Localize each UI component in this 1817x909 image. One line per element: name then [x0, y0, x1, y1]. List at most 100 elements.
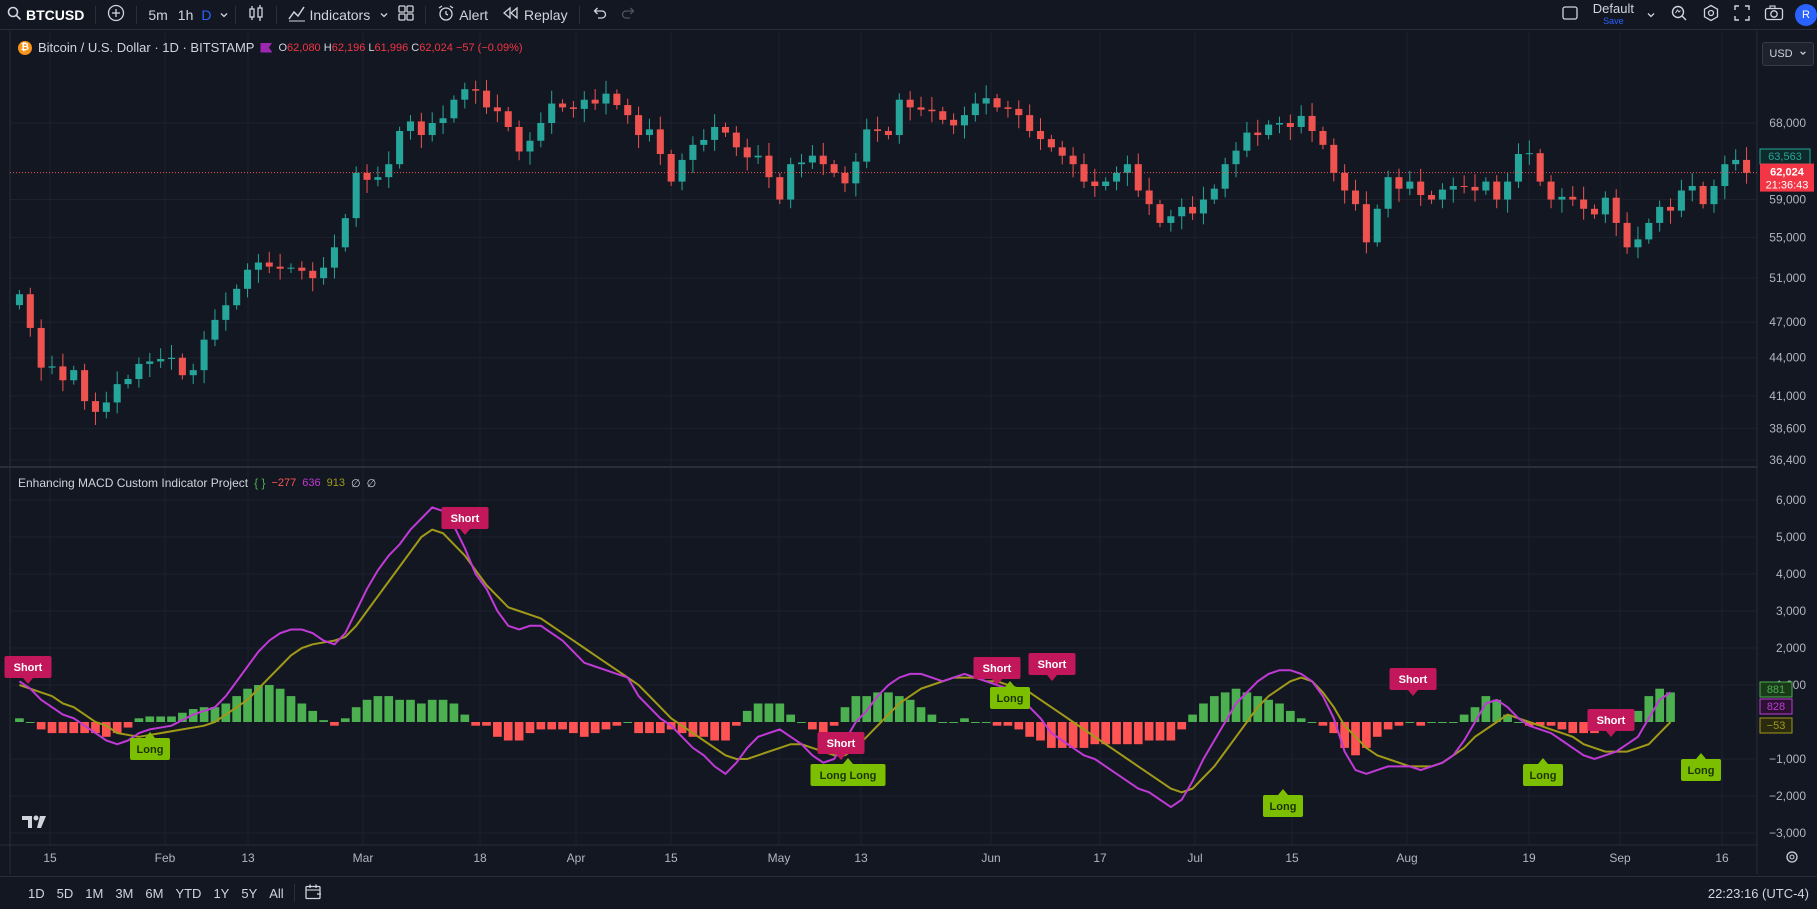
- time-axis[interactable]: 15 Feb 13 Mar 18 Apr 15 May 13 Jun 17 Jul 15 Aug 19 Sep…: [43, 851, 1729, 865]
- signal-label-bg: [1028, 653, 1076, 675]
- histogram-bar: [775, 703, 785, 722]
- symbol-title[interactable]: Bitcoin / U.S. Dollar · 1D · BITSTAMP: [38, 40, 255, 55]
- symbol-search[interactable]: BTCUSD: [0, 0, 91, 30]
- currency-select[interactable]: USD: [1762, 42, 1814, 66]
- histogram-bar: [58, 722, 68, 734]
- fullscreen-button[interactable]: [1727, 0, 1757, 30]
- timeframe-d[interactable]: D: [201, 6, 212, 23]
- timeframe-1h[interactable]: 1h: [177, 6, 194, 23]
- candle-body: [1688, 186, 1696, 191]
- time-axis-settings[interactable]: [1786, 851, 1798, 863]
- flag-icon[interactable]: [260, 42, 273, 53]
- range-3m[interactable]: 3M: [115, 885, 134, 901]
- price-legend: ₿ Bitcoin / U.S. Dollar · 1D · BITSTAMP …: [18, 40, 523, 55]
- indicators-label: Indicators: [309, 6, 371, 23]
- range-5y[interactable]: 5Y: [241, 885, 258, 901]
- histogram-bar: [873, 692, 882, 722]
- indicators-dropdown[interactable]: [377, 0, 391, 30]
- histogram-bar: [243, 688, 252, 722]
- long-signal-label: Long: [990, 681, 1030, 709]
- timeframe-5m[interactable]: 5m: [148, 6, 168, 23]
- candle-body: [1449, 186, 1457, 190]
- indicator-legend: Enhancing MACD Custom Indicator Project …: [18, 476, 376, 490]
- alarm-clock-icon: [437, 4, 455, 25]
- histogram-bar: [1535, 722, 1545, 726]
- compare-button[interactable]: [100, 0, 132, 30]
- price-tick-label: 41,000: [1769, 389, 1806, 403]
- histogram-bar: [1579, 722, 1588, 734]
- histogram-bar: [677, 722, 687, 734]
- layout-toggle-button[interactable]: [1554, 0, 1586, 30]
- replay-label: Replay: [524, 6, 568, 23]
- histogram-bar: [1470, 707, 1480, 722]
- candle-body: [157, 358, 165, 362]
- candle-body: [1514, 154, 1522, 182]
- histogram-bar: [742, 710, 752, 722]
- indicators-button[interactable]: Indicators: [281, 0, 378, 30]
- settings-button[interactable]: [1695, 0, 1727, 30]
- histogram-bar: [721, 722, 730, 741]
- histogram-bar: [1296, 718, 1306, 722]
- candle-body: [1525, 153, 1533, 155]
- range-6m[interactable]: 6M: [145, 885, 164, 901]
- signal-label-pointer: [460, 529, 470, 535]
- candle-body: [591, 99, 599, 104]
- candle-body: [1113, 172, 1121, 182]
- range-1d[interactable]: 1D: [28, 885, 45, 901]
- undo-button[interactable]: [584, 0, 614, 30]
- candle-body: [102, 402, 110, 412]
- close-value: 62,024: [419, 41, 453, 54]
- clock[interactable]: 22:23:16 (UTC-4): [1707, 886, 1809, 901]
- goto-date-button[interactable]: [299, 884, 329, 903]
- range-5d[interactable]: 5D: [56, 885, 74, 901]
- candle-body: [1623, 222, 1631, 248]
- tradingview-logo[interactable]: [22, 815, 46, 829]
- candle-body: [211, 319, 219, 340]
- redo-button[interactable]: [614, 0, 644, 30]
- histogram-bar: [655, 722, 665, 734]
- histogram-bar: [1514, 722, 1523, 723]
- signal-label-bg: [973, 657, 1021, 679]
- histogram-bar: [1264, 699, 1273, 722]
- histogram-bar: [482, 722, 491, 726]
- macd-axis[interactable]: 6,0005,0004,0003,0002,0001,000881828−53−…: [1759, 493, 1806, 840]
- candle-body: [1634, 239, 1642, 248]
- histogram-bar: [1036, 722, 1045, 741]
- timeframe-dropdown[interactable]: [217, 0, 231, 30]
- macd-tag-bg: [1759, 698, 1793, 715]
- range-1m[interactable]: 1M: [85, 885, 104, 901]
- replay-button[interactable]: Replay: [495, 0, 575, 30]
- candle-body: [1590, 208, 1599, 215]
- candle-body: [960, 115, 968, 126]
- snapshot-button[interactable]: [1757, 0, 1791, 30]
- histogram-bar: [1568, 722, 1578, 734]
- templates-button[interactable]: [391, 0, 421, 30]
- candle-body: [298, 267, 306, 271]
- candle-body: [1699, 186, 1707, 205]
- indicator-value-3: 913: [326, 477, 345, 489]
- range-1y[interactable]: 1Y: [213, 885, 230, 901]
- layout-menu[interactable]: Default Save: [1586, 0, 1663, 30]
- chart-canvas[interactable]: Short Long Short Short Long Long Short Short Lo…: [0, 31, 1817, 876]
- candle-body: [276, 266, 284, 269]
- indicator-name[interactable]: Enhancing MACD Custom Indicator Project: [18, 476, 249, 490]
- histogram-bar: [308, 710, 318, 722]
- candle-body: [982, 98, 990, 104]
- source-code-icon[interactable]: { }: [254, 476, 266, 490]
- candle-body: [320, 267, 328, 279]
- candle-body: [884, 130, 892, 136]
- histogram-bar: [351, 707, 361, 722]
- range-all[interactable]: All: [269, 885, 284, 901]
- signal-label-text: Long Long: [820, 770, 877, 782]
- alert-button[interactable]: Alert: [430, 0, 495, 30]
- quick-search-button[interactable]: [1663, 0, 1695, 30]
- histogram-bar: [688, 722, 698, 737]
- histogram-bar: [36, 722, 46, 730]
- signal-label-text: Long: [1688, 765, 1715, 777]
- candle-body: [254, 262, 262, 270]
- profile-button[interactable]: R: [1791, 0, 1817, 30]
- range-ytd[interactable]: YTD: [175, 885, 202, 901]
- histogram-bar: [1383, 722, 1393, 730]
- chart-type-button[interactable]: [240, 0, 272, 30]
